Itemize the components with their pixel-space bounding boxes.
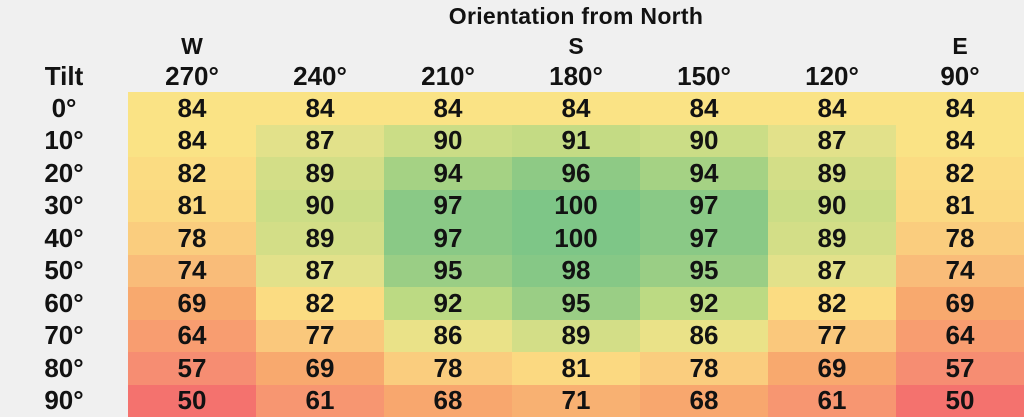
heatmap-cell: 84 [896, 92, 1024, 125]
heatmap-cell: 84 [640, 92, 768, 125]
heatmap-cell: 84 [128, 92, 256, 125]
heatmap-cell: 89 [256, 222, 384, 255]
heatmap-cell: 92 [384, 287, 512, 320]
row-label: 20° [44, 157, 84, 188]
heatmap-cell: 96 [512, 157, 640, 190]
heatmap-cell: 69 [128, 287, 256, 320]
heatmap-cell: 82 [256, 287, 384, 320]
heatmap-cell: 92 [640, 287, 768, 320]
column-header: 120° [805, 60, 859, 91]
heatmap-cell: 69 [768, 352, 896, 385]
chart-title: Orientation from North [448, 2, 704, 29]
compass-spacer [384, 32, 512, 60]
heatmap-cell: 77 [768, 319, 896, 352]
heatmap-cell: 82 [896, 157, 1024, 190]
heatmap-cell: 95 [640, 254, 768, 287]
row-label: 60° [44, 287, 84, 318]
column-header: 270° [165, 60, 219, 91]
heatmap-cell: 74 [128, 254, 256, 287]
heatmap-cell: 90 [384, 124, 512, 157]
heatmap-cell: 50 [128, 384, 256, 417]
heatmap-cell: 71 [512, 384, 640, 417]
heatmap-cell: 84 [512, 92, 640, 125]
compass-label-w: W [181, 32, 203, 59]
heatmap-cell: 69 [256, 352, 384, 385]
compass-spacer [640, 32, 768, 60]
heatmap-cell: 81 [512, 352, 640, 385]
heatmap-cell: 84 [128, 124, 256, 157]
heatmap-cell: 87 [256, 254, 384, 287]
heatmap-cell: 82 [768, 287, 896, 320]
column-header: 150° [677, 60, 731, 91]
heatmap-cell: 89 [512, 319, 640, 352]
column-header: 240° [293, 60, 347, 91]
heatmap-cell: 95 [512, 287, 640, 320]
heatmap-cell: 68 [384, 384, 512, 417]
heatmap-cell: 78 [896, 222, 1024, 255]
heatmap-cell: 90 [768, 189, 896, 222]
heatmap-cell: 86 [640, 319, 768, 352]
column-header: 90° [940, 60, 980, 91]
heatmap-cell: 89 [256, 157, 384, 190]
heatmap-cell: 87 [768, 124, 896, 157]
heatmap-cell: 98 [512, 254, 640, 287]
heatmap-cell: 84 [768, 92, 896, 125]
row-label: 40° [44, 222, 84, 253]
heatmap-cell: 68 [640, 384, 768, 417]
heatmap-cell: 97 [640, 189, 768, 222]
heatmap-cell: 77 [256, 319, 384, 352]
heatmap-cell: 78 [128, 222, 256, 255]
row-label: 50° [44, 255, 84, 286]
heatmap-cell: 86 [384, 319, 512, 352]
heatmap-cell: 61 [256, 384, 384, 417]
heatmap-cell: 87 [256, 124, 384, 157]
title-left-spacer [0, 0, 128, 32]
row-label: 30° [44, 190, 84, 221]
heatmap-cell: 84 [256, 92, 384, 125]
heatmap-cell: 91 [512, 124, 640, 157]
column-header: 210° [421, 60, 475, 91]
heatmap-cell: 84 [384, 92, 512, 125]
heatmap-cell: 89 [768, 222, 896, 255]
heatmap-cell: 89 [768, 157, 896, 190]
heatmap-cell: 81 [128, 189, 256, 222]
compass-spacer [768, 32, 896, 60]
tilt-header: Tilt [44, 60, 84, 91]
compass-label-s: S [568, 32, 584, 59]
heatmap-cell: 94 [384, 157, 512, 190]
heatmap-cell: 100 [512, 189, 640, 222]
heatmap-cell: 97 [384, 189, 512, 222]
compass-label-e: E [952, 32, 968, 59]
heatmap-cell: 84 [896, 124, 1024, 157]
heatmap-cell: 97 [384, 222, 512, 255]
row-label: 80° [44, 352, 84, 383]
compass-spacer [256, 32, 384, 60]
heatmap-cell: 90 [640, 124, 768, 157]
heatmap-cell: 57 [128, 352, 256, 385]
heatmap-cell: 81 [896, 189, 1024, 222]
row-label: 0° [51, 92, 77, 123]
heatmap-cell: 94 [640, 157, 768, 190]
heatmap-cell: 74 [896, 254, 1024, 287]
heatmap-cell: 64 [896, 319, 1024, 352]
heatmap-cell: 90 [256, 189, 384, 222]
heatmap-cell: 61 [768, 384, 896, 417]
heatmap-cell: 69 [896, 287, 1024, 320]
heatmap-cell: 87 [768, 254, 896, 287]
heatmap-cell: 78 [640, 352, 768, 385]
heatmap-cell: 50 [896, 384, 1024, 417]
row-label: 70° [44, 320, 84, 351]
heatmap-cell: 97 [640, 222, 768, 255]
heatmap-cell: 82 [128, 157, 256, 190]
heatmap-cell: 100 [512, 222, 640, 255]
row-label: 90° [44, 385, 84, 416]
column-header: 180° [549, 60, 603, 91]
compass-corner-spacer [0, 32, 128, 60]
heatmap-cell: 64 [128, 319, 256, 352]
heatmap-cell: 57 [896, 352, 1024, 385]
heatmap-cell: 95 [384, 254, 512, 287]
row-label: 10° [44, 125, 84, 156]
heatmap-cell: 78 [384, 352, 512, 385]
